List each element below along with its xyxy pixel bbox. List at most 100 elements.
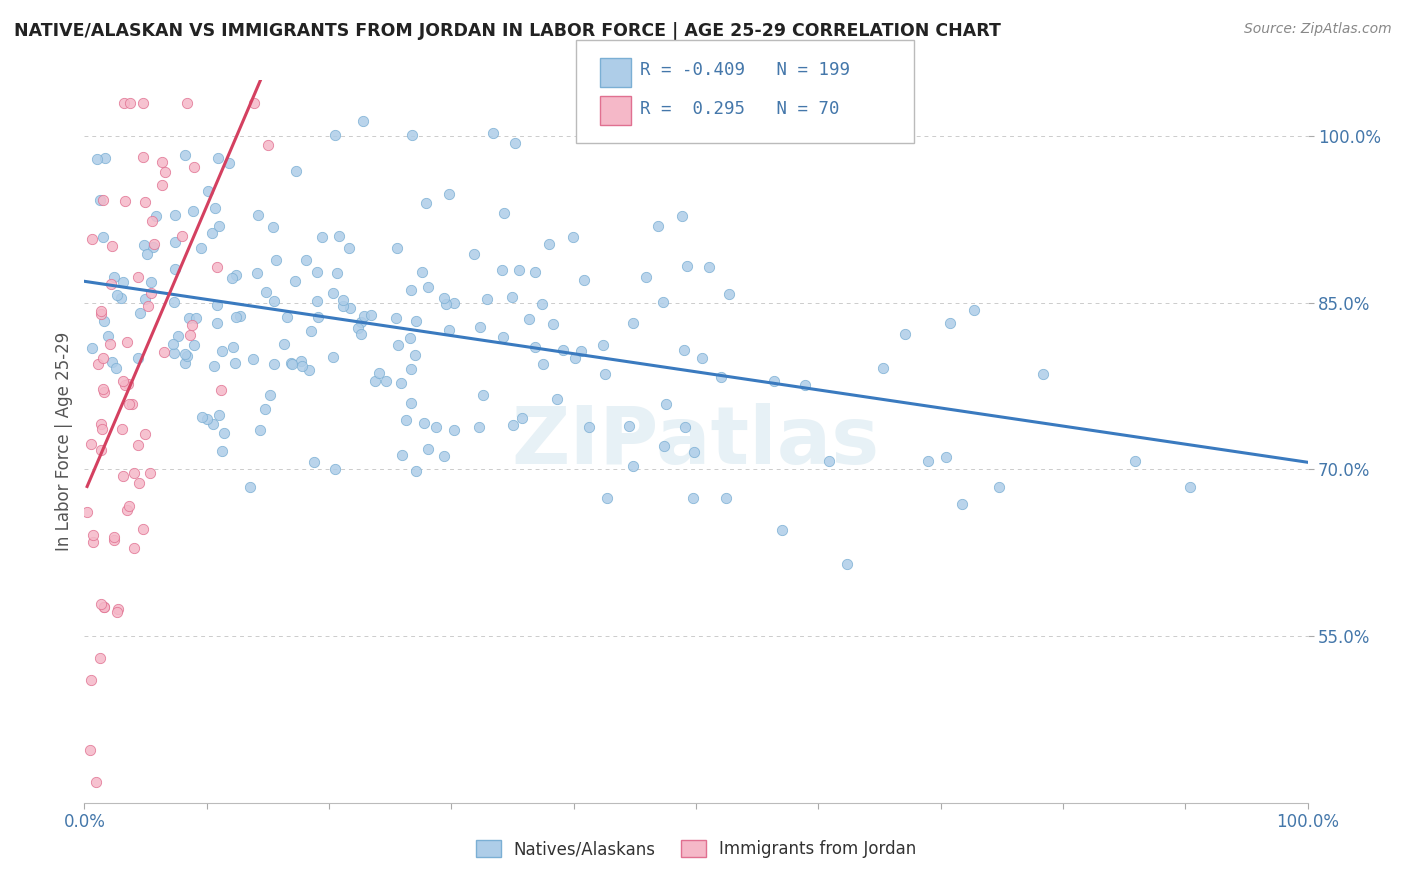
Point [716, 491, 738, 505]
Point [122, 541, 145, 556]
Point [389, 376, 412, 391]
Point [200, 226, 222, 240]
Point [647, 219, 669, 233]
Point [569, 343, 592, 358]
Point [463, 247, 485, 261]
Point [291, 359, 314, 373]
Point [391, 448, 413, 462]
Point [89, 193, 111, 207]
Point [472, 388, 495, 402]
Point [163, 295, 186, 310]
Point [551, 343, 574, 357]
Point [654, 397, 676, 411]
Point [652, 295, 675, 310]
Point [311, 230, 333, 244]
Point [482, 126, 505, 140]
Point [399, 283, 422, 297]
Point [254, 285, 277, 299]
Point [763, 374, 786, 388]
Point [676, 259, 699, 273]
Point [546, 392, 568, 407]
Point [105, 360, 128, 375]
Point [135, 247, 157, 261]
Point [337, 241, 360, 255]
Point [416, 442, 439, 456]
Point [636, 270, 658, 285]
Point [174, 356, 197, 370]
Point [328, 228, 350, 243]
Point [395, 413, 418, 427]
Point [434, 297, 457, 311]
Point [285, 164, 308, 178]
Point [242, 351, 264, 366]
Point [772, 523, 794, 537]
Point [202, 417, 225, 432]
Point [145, 209, 167, 223]
Point [93, 600, 115, 615]
Point [87, 357, 110, 371]
Point [405, 464, 427, 478]
Point [103, 269, 125, 284]
Point [470, 319, 492, 334]
Point [111, 275, 134, 289]
Point [90, 304, 112, 318]
Point [181, 204, 204, 219]
Point [90, 442, 112, 457]
Point [184, 311, 207, 326]
Point [325, 266, 347, 280]
Point [150, 154, 173, 169]
Point [405, 314, 427, 328]
Point [165, 262, 187, 277]
Point [179, 311, 201, 326]
Point [682, 491, 704, 505]
Point [264, 253, 287, 268]
Point [263, 293, 285, 308]
Point [307, 310, 329, 325]
Point [872, 360, 894, 375]
Text: ZIPatlas: ZIPatlas [512, 402, 880, 481]
Point [673, 420, 696, 434]
Point [352, 113, 374, 128]
Point [124, 466, 146, 480]
Point [401, 128, 423, 142]
Point [697, 260, 720, 275]
Point [117, 499, 139, 513]
Point [672, 343, 695, 357]
Point [86, 152, 108, 166]
Point [339, 301, 361, 315]
Point [433, 449, 456, 463]
Point [212, 425, 235, 440]
Point [950, 497, 973, 511]
Point [596, 491, 619, 505]
Point [218, 156, 240, 170]
Point [501, 290, 523, 304]
Point [437, 187, 460, 202]
Point [360, 309, 382, 323]
Point [118, 397, 141, 411]
Point [1123, 453, 1146, 467]
Point [1178, 480, 1201, 494]
Point [134, 237, 156, 252]
Point [592, 338, 614, 352]
Point [107, 605, 129, 619]
Point [79, 437, 101, 451]
Point [121, 397, 143, 411]
Point [387, 338, 409, 352]
Point [323, 128, 346, 143]
Point [398, 330, 420, 344]
Point [794, 378, 817, 392]
Point [107, 602, 129, 616]
Point [100, 239, 122, 253]
Point [512, 411, 534, 425]
Point [523, 265, 546, 279]
Point [491, 262, 513, 277]
Point [468, 420, 491, 434]
Point [399, 396, 422, 410]
Point [80, 341, 103, 355]
Point [225, 310, 247, 324]
Point [191, 410, 214, 425]
Legend: Natives/Alaskans, Immigrants from Jordan: Natives/Alaskans, Immigrants from Jordan [467, 832, 925, 867]
Point [103, 530, 125, 544]
Point [114, 378, 136, 392]
Point [91, 230, 114, 244]
